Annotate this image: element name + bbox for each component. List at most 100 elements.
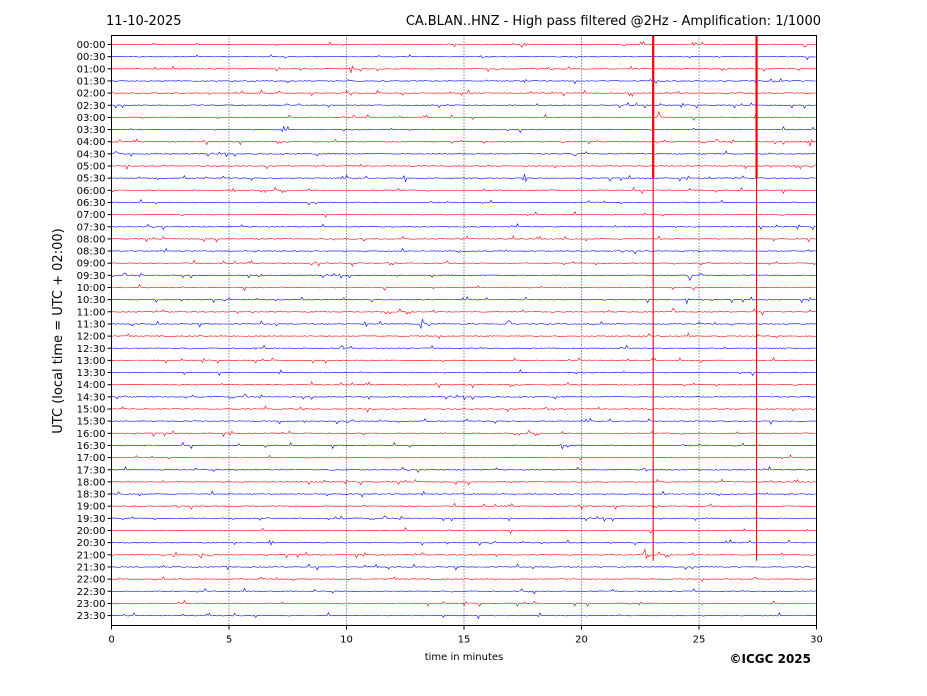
trace-row xyxy=(111,111,816,121)
y-tick-label: 23:30 xyxy=(77,611,106,622)
y-tick-label: 03:00 xyxy=(77,113,106,124)
y-tick-label: 07:30 xyxy=(77,222,106,233)
trace-row xyxy=(111,259,816,267)
x-tick-layer: 0 5 10 15 20 25 30 xyxy=(108,625,823,646)
y-tick-label: 21:00 xyxy=(77,550,106,561)
trace-row xyxy=(111,307,816,316)
y-tick-label: 14:00 xyxy=(77,380,106,391)
trace-row xyxy=(111,478,816,486)
x-tick-label: 25 xyxy=(693,635,706,646)
trace-row xyxy=(111,587,816,595)
y-tick-label: 19:00 xyxy=(77,502,106,513)
x-tick-label: 0 xyxy=(108,635,114,646)
y-tick-label: 01:00 xyxy=(77,64,106,75)
y-tick-label: 10:00 xyxy=(77,283,106,294)
trace-row xyxy=(111,356,816,364)
trace-row xyxy=(111,539,816,546)
y-tick-label: 12:30 xyxy=(77,344,106,355)
trace-row xyxy=(111,150,816,158)
trace-row xyxy=(111,54,816,61)
y-tick-label: 19:30 xyxy=(77,514,106,525)
trace-row xyxy=(111,344,816,350)
events-layer xyxy=(652,35,758,561)
trace-row xyxy=(111,502,816,510)
trace-row xyxy=(111,89,816,97)
trace-row xyxy=(111,198,816,206)
trace-row xyxy=(111,576,816,582)
y-tick-label: 06:30 xyxy=(77,198,106,209)
y-tick-label: 00:00 xyxy=(77,40,106,51)
trace-row xyxy=(111,173,816,183)
trace-row xyxy=(111,186,816,195)
y-tick-label: 16:00 xyxy=(77,429,106,440)
y-tick-label: 14:30 xyxy=(77,392,106,403)
trace-row xyxy=(111,101,816,109)
chart-title: CA.BLAN..HNZ - High pass filtered @2Hz -… xyxy=(406,14,821,29)
trace-row xyxy=(111,429,816,437)
copyright-label: ©ICGC 2025 xyxy=(729,652,811,666)
y-tick-label: 17:00 xyxy=(77,453,106,464)
y-tick-label: 15:00 xyxy=(77,405,106,416)
y-tick-label: 02:30 xyxy=(77,101,106,112)
y-tick-label: 17:30 xyxy=(77,465,106,476)
trace-row xyxy=(111,369,816,377)
trace-row xyxy=(111,40,816,48)
trace-row xyxy=(111,163,816,170)
y-tick-label: 05:30 xyxy=(77,174,106,185)
y-tick-label: 15:30 xyxy=(77,417,106,428)
trace-row xyxy=(111,234,816,243)
trace-row xyxy=(111,138,816,147)
y-axis-label: UTC (local time = UTC + 02:00) xyxy=(51,228,66,433)
trace-row xyxy=(111,515,816,522)
trace-row xyxy=(111,599,816,607)
y-tick-label: 01:30 xyxy=(77,76,106,87)
trace-row xyxy=(111,125,816,134)
grid-layer xyxy=(228,35,700,626)
y-tick-label: 10:30 xyxy=(77,295,106,306)
trace-row xyxy=(111,563,816,571)
trace-row xyxy=(111,466,816,474)
y-tick-label: 16:30 xyxy=(77,441,106,452)
x-tick-label: 5 xyxy=(226,635,232,646)
y-tick-label: 18:00 xyxy=(77,477,106,488)
y-tick-label: 03:30 xyxy=(77,125,106,136)
y-tick-label: 22:30 xyxy=(77,587,106,598)
trace-row xyxy=(111,65,816,74)
y-tick-label: 13:30 xyxy=(77,368,106,379)
y-tick-label: 05:00 xyxy=(77,162,106,173)
trace-row xyxy=(111,548,816,560)
y-tick-label: 11:00 xyxy=(77,307,106,318)
y-tick-label: 20:30 xyxy=(77,538,106,549)
y-tick-label: 07:00 xyxy=(77,210,106,221)
y-tick-label: 23:00 xyxy=(77,599,106,610)
y-tick-label: 02:00 xyxy=(77,89,106,100)
y-tick-label: 11:30 xyxy=(77,319,106,330)
trace-row xyxy=(111,296,816,305)
y-tick-label: 08:00 xyxy=(77,234,106,245)
trace-row xyxy=(111,210,816,218)
y-tick-label: 22:00 xyxy=(77,575,106,586)
trace-row xyxy=(111,441,816,450)
y-tick-label: 20:00 xyxy=(77,526,106,537)
trace-row xyxy=(111,284,816,292)
x-axis-label: time in minutes xyxy=(425,652,504,663)
trace-row xyxy=(111,417,816,425)
y-tick-label: 12:00 xyxy=(77,332,106,343)
trace-row xyxy=(111,405,816,413)
trace-row xyxy=(111,454,816,461)
chart-date: 11-10-2025 xyxy=(106,14,182,29)
x-tick-label: 20 xyxy=(575,635,588,646)
x-tick-label: 30 xyxy=(810,635,823,646)
y-tick-label: 09:00 xyxy=(77,259,106,270)
y-tick-label: 08:30 xyxy=(77,247,106,258)
trace-row xyxy=(111,332,816,339)
y-tick-label: 21:30 xyxy=(77,562,106,573)
y-tick-label: 18:30 xyxy=(77,490,106,501)
y-tick-label: 04:30 xyxy=(77,149,106,160)
trace-row xyxy=(111,247,816,255)
traces-layer xyxy=(111,40,816,620)
x-tick-label: 10 xyxy=(340,635,353,646)
plot-frame xyxy=(111,35,817,626)
trace-row xyxy=(111,381,816,389)
